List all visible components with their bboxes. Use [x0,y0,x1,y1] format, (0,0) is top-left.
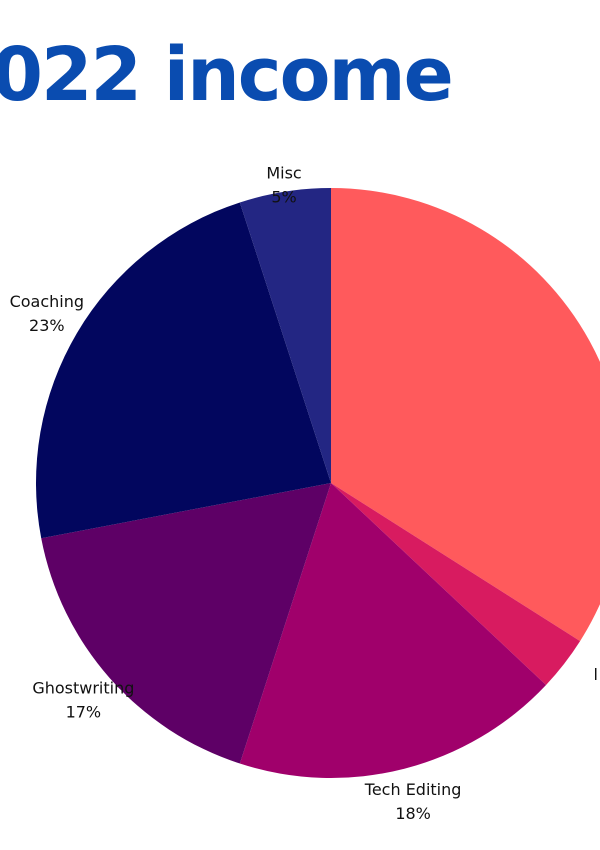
chart-title: 2022 income [0,32,452,118]
slice-label-value: 18% [395,804,431,823]
slice-labels: Tech Editing 18% Ghostwriting 17% Coaching 23… [10,164,598,823]
pie-slice-ghostwriting [41,483,332,764]
pie-slice-misc [239,188,331,483]
pie-slice-unlabeled-0 [331,188,600,642]
pie-slice-tech-editing [239,483,547,778]
slice-label-name: Ghostwriting [32,678,134,697]
slice-label-value: 17% [66,702,102,721]
slice-label-value: 23% [29,316,65,335]
slice-label-name: Coaching [10,292,84,311]
slice-label-name: Tech Editing [364,780,462,799]
slice-label-value: 5% [271,188,296,207]
cropped-slice-label: l [594,665,598,684]
pie-slice-unlabeled-1 [331,483,581,685]
slice-label-name: Misc [266,164,301,183]
pie-slices [35,188,600,778]
pie-slice-coaching [35,202,331,539]
